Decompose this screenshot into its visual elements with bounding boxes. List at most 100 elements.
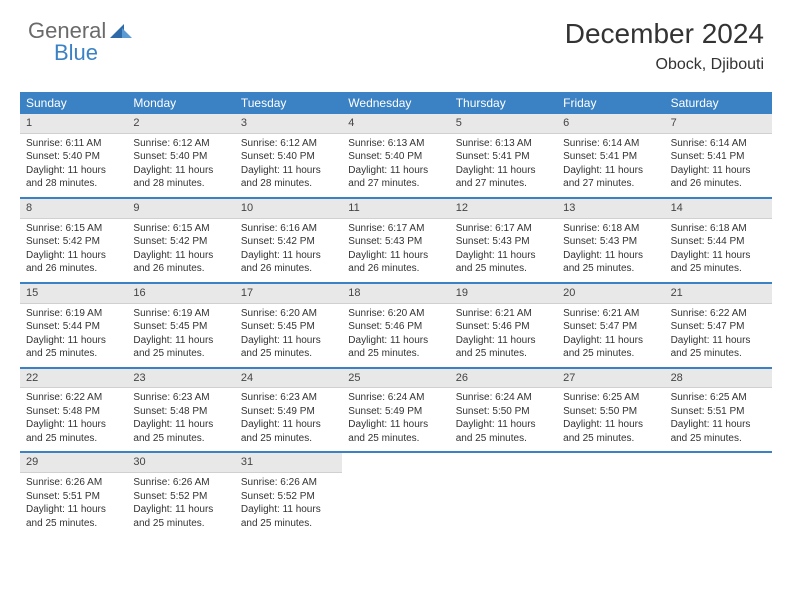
day-body: Sunrise: 6:17 AMSunset: 5:43 PMDaylight:… [450,219,557,282]
daylight-text: Daylight: 11 hours and 26 minutes. [133,249,228,276]
day-body: Sunrise: 6:21 AMSunset: 5:47 PMDaylight:… [557,304,664,367]
day-cell: 17Sunrise: 6:20 AMSunset: 5:45 PMDayligh… [235,284,342,367]
weeks-grid: 1Sunrise: 6:11 AMSunset: 5:40 PMDaylight… [20,114,772,536]
sunset-text: Sunset: 5:45 PM [133,320,228,334]
day-cell: 6Sunrise: 6:14 AMSunset: 5:41 PMDaylight… [557,114,664,197]
daylight-text: Daylight: 11 hours and 26 minutes. [671,164,766,191]
sunrise-text: Sunrise: 6:13 AM [456,137,551,151]
day-number: 5 [450,114,557,134]
sunset-text: Sunset: 5:42 PM [241,235,336,249]
day-body: Sunrise: 6:14 AMSunset: 5:41 PMDaylight:… [557,134,664,197]
sunset-text: Sunset: 5:43 PM [456,235,551,249]
day-cell: 26Sunrise: 6:24 AMSunset: 5:50 PMDayligh… [450,369,557,452]
sunrise-text: Sunrise: 6:18 AM [671,222,766,236]
sunrise-text: Sunrise: 6:21 AM [456,307,551,321]
day-cell: 29Sunrise: 6:26 AMSunset: 5:51 PMDayligh… [20,453,127,536]
daylight-text: Daylight: 11 hours and 25 minutes. [563,334,658,361]
day-number: 19 [450,284,557,304]
daylight-text: Daylight: 11 hours and 25 minutes. [563,249,658,276]
sunset-text: Sunset: 5:49 PM [348,405,443,419]
sunset-text: Sunset: 5:44 PM [26,320,121,334]
day-body: Sunrise: 6:18 AMSunset: 5:43 PMDaylight:… [557,219,664,282]
sunset-text: Sunset: 5:48 PM [133,405,228,419]
daylight-text: Daylight: 11 hours and 25 minutes. [133,503,228,530]
day-number: 11 [342,199,449,219]
sunset-text: Sunset: 5:44 PM [671,235,766,249]
day-body: Sunrise: 6:22 AMSunset: 5:47 PMDaylight:… [665,304,772,367]
sunrise-text: Sunrise: 6:18 AM [563,222,658,236]
day-header-thursday: Thursday [450,92,557,114]
day-number: 25 [342,369,449,389]
day-cell: 16Sunrise: 6:19 AMSunset: 5:45 PMDayligh… [127,284,234,367]
day-body: Sunrise: 6:24 AMSunset: 5:50 PMDaylight:… [450,388,557,451]
daylight-text: Daylight: 11 hours and 25 minutes. [26,334,121,361]
day-number: 21 [665,284,772,304]
day-number: 20 [557,284,664,304]
sunrise-text: Sunrise: 6:17 AM [348,222,443,236]
day-cell: 22Sunrise: 6:22 AMSunset: 5:48 PMDayligh… [20,369,127,452]
day-body: Sunrise: 6:19 AMSunset: 5:45 PMDaylight:… [127,304,234,367]
sunrise-text: Sunrise: 6:26 AM [133,476,228,490]
day-cell: 28 Sunrise: 6:25 AMSunset: 5:51 PMDayligh… [665,369,772,452]
day-number: 18 [342,284,449,304]
day-cell: 11Sunrise: 6:17 AMSunset: 5:43 PMDayligh… [342,199,449,282]
day-body: Sunrise: 6:26 AMSunset: 5:51 PMDaylight:… [20,473,127,536]
sunset-text: Sunset: 5:50 PM [563,405,658,419]
sunset-text: Sunset: 5:46 PM [348,320,443,334]
day-number: 15 [20,284,127,304]
daylight-text: Daylight: 11 hours and 25 minutes. [563,418,658,445]
sunset-text: Sunset: 5:40 PM [241,150,336,164]
day-body: Sunrise: 6:17 AMSunset: 5:43 PMDaylight:… [342,219,449,282]
day-header-tuesday: Tuesday [235,92,342,114]
daylight-text: Daylight: 11 hours and 26 minutes. [348,249,443,276]
sunrise-text: Sunrise: 6:26 AM [241,476,336,490]
daylight-text: Daylight: 11 hours and 25 minutes. [133,418,228,445]
page-title: December 2024 [565,18,764,50]
sunrise-text: Sunrise: 6:25 AM [671,391,766,405]
sunrise-text: Sunrise: 6:24 AM [348,391,443,405]
day-cell: 21Sunrise: 6:22 AMSunset: 5:47 PMDayligh… [665,284,772,367]
day-body: Sunrise: 6:22 AMSunset: 5:48 PMDaylight:… [20,388,127,451]
daylight-text: Daylight: 11 hours and 25 minutes. [671,249,766,276]
day-cell: 19Sunrise: 6:21 AMSunset: 5:46 PMDayligh… [450,284,557,367]
daylight-text: Daylight: 11 hours and 28 minutes. [26,164,121,191]
day-cell: 25Sunrise: 6:24 AMSunset: 5:49 PMDayligh… [342,369,449,452]
sunrise-text: Sunrise: 6:23 AM [133,391,228,405]
daylight-text: Daylight: 11 hours and 25 minutes. [671,418,766,445]
sunrise-text: Sunrise: 6:11 AM [26,137,121,151]
sunset-text: Sunset: 5:42 PM [133,235,228,249]
day-number: 4 [342,114,449,134]
day-number: 16 [127,284,234,304]
sunset-text: Sunset: 5:52 PM [241,490,336,504]
sunset-text: Sunset: 5:40 PM [26,150,121,164]
day-body: Sunrise: 6:20 AMSunset: 5:46 PMDaylight:… [342,304,449,367]
sunset-text: Sunset: 5:51 PM [671,405,766,419]
sunset-text: Sunset: 5:46 PM [456,320,551,334]
sunrise-text: Sunrise: 6:19 AM [26,307,121,321]
day-headers-row: SundayMondayTuesdayWednesdayThursdayFrid… [20,92,772,114]
day-cell [557,453,664,536]
day-cell: 23Sunrise: 6:23 AMSunset: 5:48 PMDayligh… [127,369,234,452]
day-cell: 1Sunrise: 6:11 AMSunset: 5:40 PMDaylight… [20,114,127,197]
day-body: Sunrise: 6:16 AMSunset: 5:42 PMDaylight:… [235,219,342,282]
sunrise-text: Sunrise: 6:20 AM [241,307,336,321]
sunset-text: Sunset: 5:40 PM [133,150,228,164]
sunrise-text: Sunrise: 6:12 AM [241,137,336,151]
sunset-text: Sunset: 5:47 PM [563,320,658,334]
day-number: 30 [127,453,234,473]
day-header-saturday: Saturday [665,92,772,114]
day-number: 28 [665,369,772,389]
sunset-text: Sunset: 5:47 PM [671,320,766,334]
day-cell [665,453,772,536]
day-cell: 2Sunrise: 6:12 AMSunset: 5:40 PMDaylight… [127,114,234,197]
day-number: 7 [665,114,772,134]
sunrise-text: Sunrise: 6:16 AM [241,222,336,236]
day-cell: 12Sunrise: 6:17 AMSunset: 5:43 PMDayligh… [450,199,557,282]
day-body: Sunrise: 6:12 AMSunset: 5:40 PMDaylight:… [127,134,234,197]
sunrise-text: Sunrise: 6:14 AM [671,137,766,151]
day-cell: 13Sunrise: 6:18 AMSunset: 5:43 PMDayligh… [557,199,664,282]
day-body: Sunrise: 6:25 AMSunset: 5:50 PMDaylight:… [557,388,664,451]
sunrise-text: Sunrise: 6:14 AM [563,137,658,151]
sunset-text: Sunset: 5:48 PM [26,405,121,419]
day-body: Sunrise: 6:15 AMSunset: 5:42 PMDaylight:… [127,219,234,282]
